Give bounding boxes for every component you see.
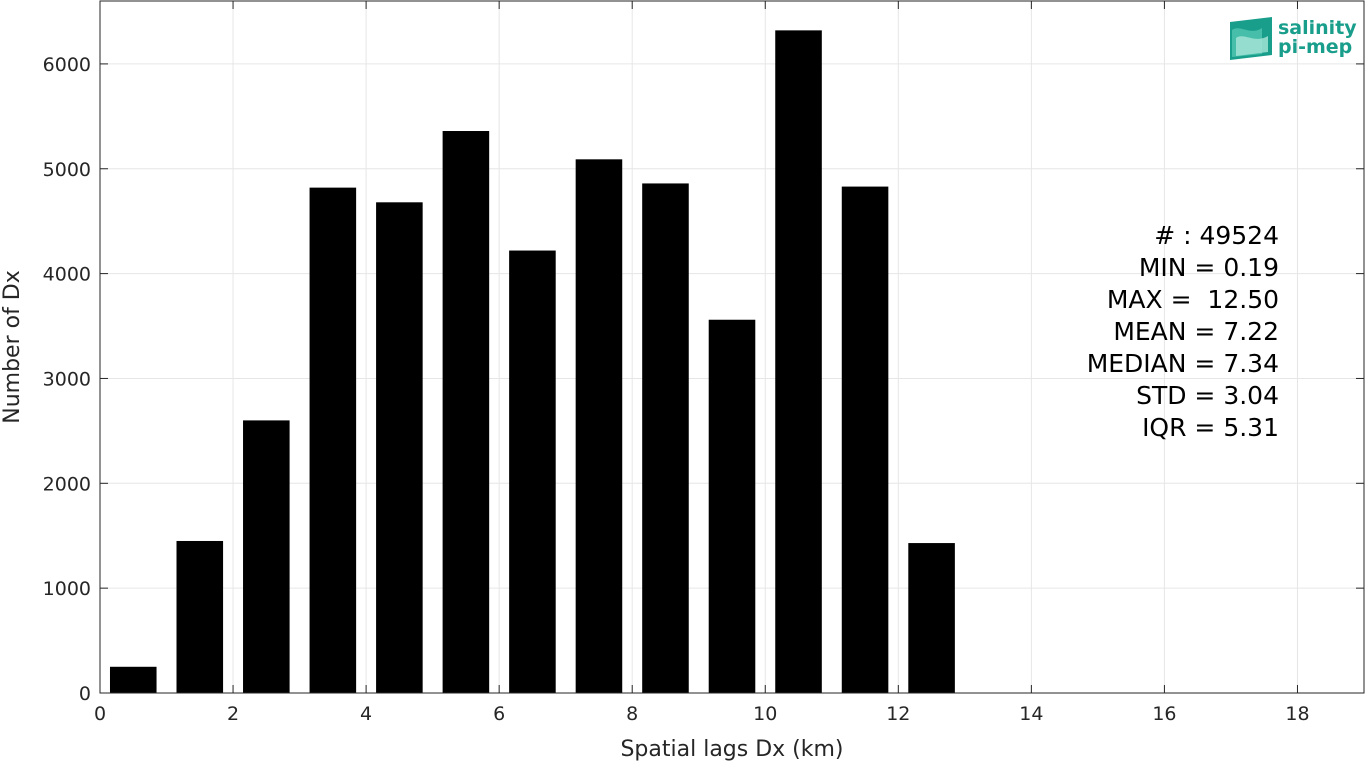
histogram-bar — [176, 540, 224, 693]
histogram-bar — [243, 420, 290, 693]
bars — [109, 30, 955, 694]
stats-line: MAX = 12.50 — [1107, 285, 1279, 314]
y-tick-label: 2000 — [43, 473, 91, 495]
plot-frame — [99, 0, 1365, 694]
wave-logo-icon — [1230, 17, 1272, 60]
histogram-bar — [908, 543, 955, 693]
y-tick-label: 1000 — [43, 578, 91, 600]
y-tick-label: 4000 — [43, 264, 91, 286]
stats-line: # : 49524 — [1154, 221, 1279, 250]
histogram-bar — [708, 319, 756, 693]
stats-annotation: # : 49524 MIN = 0.19 MAX = 12.50 MEAN = 7.2… — [1087, 221, 1279, 442]
x-tick-label: 6 — [493, 703, 505, 725]
y-tick-labels: 0 1000 2000 3000 4000 5000 6000 — [43, 54, 91, 705]
x-axis-title: Spatial lags Dx (km) — [620, 737, 843, 762]
stats-line: MEAN = 7.22 — [1113, 317, 1279, 346]
x-tick-label: 14 — [1019, 703, 1043, 725]
histogram-bar — [109, 666, 157, 693]
x-tick-label: 2 — [227, 703, 239, 725]
stats-line: MEDIAN = 7.34 — [1087, 349, 1279, 378]
salinity-pi-mep-logo: salinity pi-mep — [1230, 17, 1357, 60]
x-tick-label: 8 — [626, 703, 638, 725]
y-tick-label: 5000 — [43, 159, 91, 181]
x-tick-label: 4 — [360, 703, 372, 725]
y-tick-label: 0 — [79, 683, 91, 705]
stats-line: STD = 3.04 — [1136, 381, 1279, 410]
histogram-bar — [575, 159, 623, 693]
x-tick-label: 10 — [753, 703, 777, 725]
logo-line1: salinity — [1278, 17, 1357, 39]
histogram-bar — [309, 187, 357, 693]
x-tick-labels: 0 2 4 6 8 10 12 14 16 18 — [94, 703, 1310, 725]
y-tick-label: 3000 — [43, 368, 91, 390]
stats-line: IQR = 5.31 — [1142, 413, 1279, 442]
x-tick-label: 16 — [1152, 703, 1176, 725]
axis-ticks — [99, 1, 1364, 694]
y-tick-label: 6000 — [43, 54, 91, 76]
histogram-bar — [775, 30, 822, 693]
logo-line2: pi-mep — [1278, 36, 1352, 58]
stats-line: MIN = 0.19 — [1139, 253, 1279, 282]
histogram-bar — [376, 202, 423, 694]
y-axis-title: Number of Dx — [0, 270, 25, 424]
x-tick-label: 0 — [94, 703, 106, 725]
histogram-bar — [442, 131, 490, 694]
histogram-bar — [509, 250, 556, 693]
x-tick-label: 18 — [1285, 703, 1309, 725]
histogram-bar — [642, 183, 689, 693]
x-tick-label: 12 — [886, 703, 910, 725]
histogram-bar — [841, 186, 889, 693]
